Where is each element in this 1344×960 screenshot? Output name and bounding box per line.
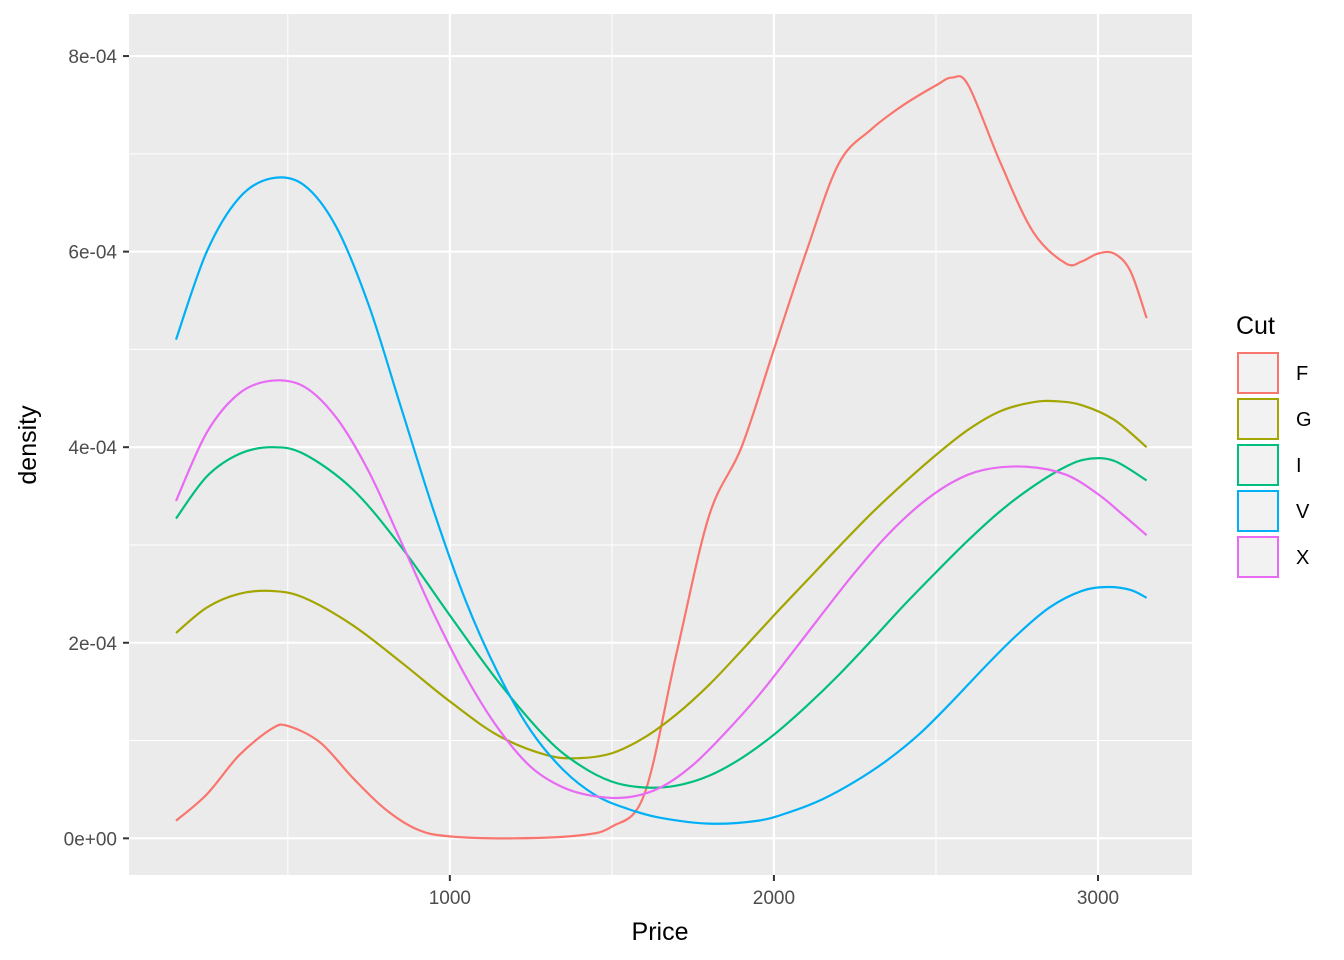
series-line-g — [175, 399, 1148, 760]
legend-label-f: F — [1296, 363, 1308, 385]
series-line-f — [175, 74, 1148, 840]
legend-key-f — [1237, 352, 1279, 394]
x-tick-label: 3000 — [1077, 888, 1119, 909]
x-tick-label: 2000 — [753, 888, 795, 909]
grid-major — [129, 14, 1192, 875]
series-line-i — [175, 446, 1148, 789]
legend-title: Cut — [1236, 312, 1275, 340]
legend-label-v: V — [1296, 501, 1310, 523]
y-tick-label: 6e-04 — [68, 243, 117, 264]
legend-key-border-i — [1237, 444, 1279, 486]
x-tick-label: 1000 — [429, 888, 471, 909]
y-axis-title: density — [14, 405, 42, 485]
x-axis-ticks: 1000 2000 3000 — [429, 875, 1119, 909]
series-layer — [174, 74, 1148, 840]
legend-key-v — [1237, 490, 1279, 532]
grid-minor — [129, 14, 1192, 875]
legend-key-border-x — [1237, 536, 1279, 578]
legend-label-x: X — [1296, 547, 1309, 569]
legend-key-x — [1237, 536, 1279, 578]
legend-key-g — [1237, 398, 1279, 440]
y-tick-label: 2e-04 — [68, 634, 117, 655]
legend-label-i: I — [1296, 455, 1302, 477]
legend-key-i — [1237, 444, 1279, 486]
legend-key-border-v — [1237, 490, 1279, 532]
x-axis-title: Price — [632, 918, 689, 946]
y-tick-label: 4e-04 — [68, 438, 117, 459]
legend: Cut F G I V X — [1236, 312, 1312, 578]
y-axis-ticks: 0e+00 2e-04 4e-04 6e-04 8e-04 — [64, 47, 129, 850]
plot-panel — [129, 14, 1192, 875]
series-line-x — [174, 379, 1148, 800]
y-tick-label: 0e+00 — [64, 829, 117, 850]
y-tick-label: 8e-04 — [68, 47, 117, 68]
legend-key-border-f — [1237, 352, 1279, 394]
legend-key-border-g — [1237, 398, 1279, 440]
legend-label-g: G — [1296, 409, 1312, 431]
series-line-v — [174, 176, 1148, 825]
